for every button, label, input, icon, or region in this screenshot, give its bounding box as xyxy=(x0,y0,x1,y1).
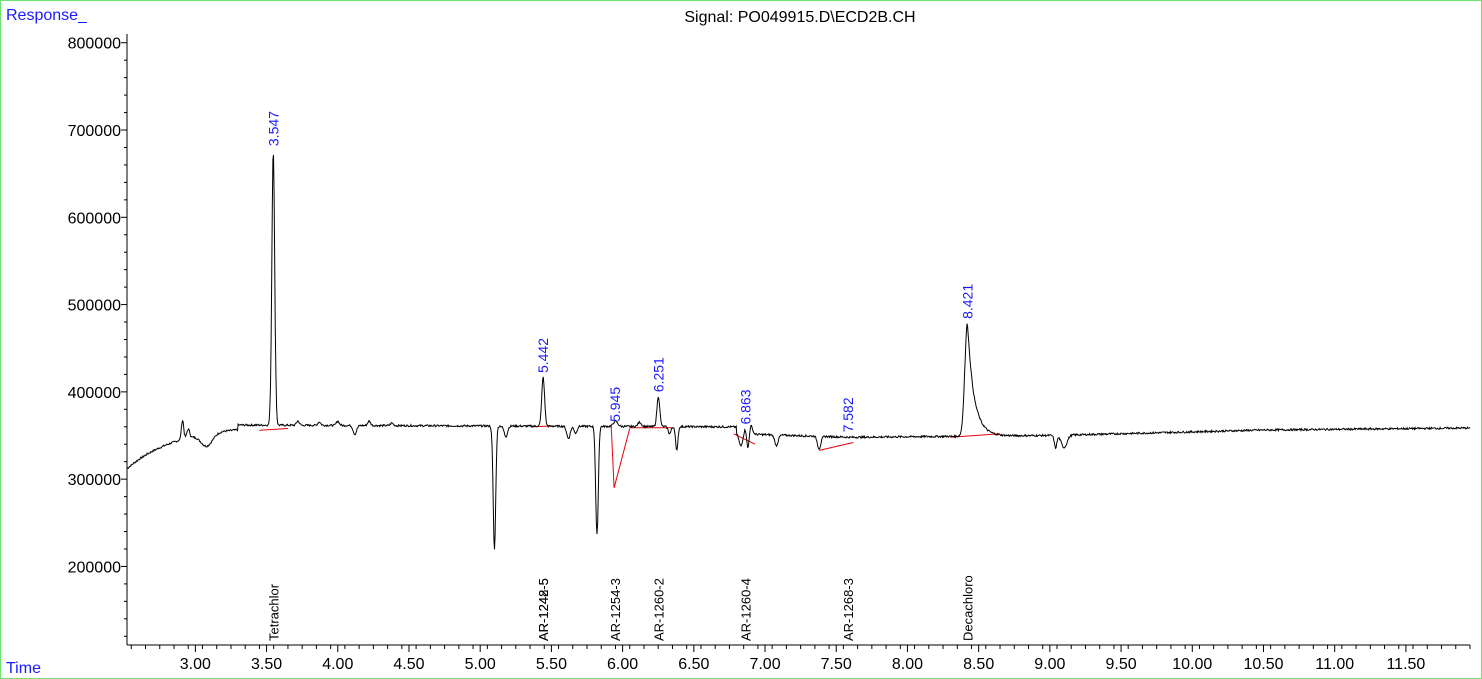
x-tick-label: 8.50 xyxy=(963,656,994,673)
x-tick-label: 10.00 xyxy=(1172,656,1212,673)
y-tick-label: 400000 xyxy=(68,385,121,402)
y-axis-label: Response_ xyxy=(6,7,88,24)
y-ticks: 200000 300000 400000 500000 600000 700000 8000… xyxy=(68,36,127,637)
x-tick-label: 7.00 xyxy=(749,656,780,673)
x-tick-label: 3.00 xyxy=(180,656,211,673)
x-tick-label: 11.00 xyxy=(1315,656,1354,673)
integration-baselines xyxy=(259,425,1001,489)
baseline-segment xyxy=(733,433,756,445)
peak-label: 3.547 xyxy=(265,111,281,146)
x-tick-label: 8.00 xyxy=(892,656,923,673)
x-tick-label: 10.50 xyxy=(1243,656,1283,673)
compound-label: AR-1254-3 xyxy=(608,578,623,641)
compound-label: AR-1260-2 xyxy=(651,578,666,641)
x-tick-label: 11.50 xyxy=(1386,656,1425,673)
peak-label: 5.442 xyxy=(535,338,551,373)
signal-trace xyxy=(126,154,1471,550)
peak-labels: 3.547 5.442 5.945 6.251 6.863 7.582 8.421 xyxy=(265,111,975,433)
peak-label: 6.863 xyxy=(738,389,754,424)
y-tick-label: 300000 xyxy=(68,472,121,489)
compound-label: AR-1242-5 xyxy=(536,578,551,641)
compound-label: Tetrachlor xyxy=(266,583,281,641)
y-tick-label: 200000 xyxy=(68,559,121,576)
x-tick-label: 4.00 xyxy=(322,656,353,673)
x-tick-label: 5.00 xyxy=(465,656,496,673)
peak-label: 6.251 xyxy=(650,357,666,392)
y-tick-label: 600000 xyxy=(68,210,121,227)
compound-label: AR-1260-4 xyxy=(739,578,754,641)
peak-label: 7.582 xyxy=(840,397,856,432)
x-axis-label: Time xyxy=(6,660,41,677)
chart-title: Signal: PO049915.D\ECD2B.CH xyxy=(684,9,915,26)
compound-label: AR-1268-3 xyxy=(841,578,856,641)
peak-label: 5.945 xyxy=(607,387,623,422)
x-tick-label: 3.50 xyxy=(251,656,282,673)
x-ticks: 3.00 3.50 4.00 4.50 5.00 5.50 6.00 6.50 7.00 7.50… xyxy=(130,645,1471,673)
x-tick-label: 9.00 xyxy=(1034,656,1065,673)
compound-label: Decachloro xyxy=(960,575,975,641)
y-tick-label: 700000 xyxy=(68,123,121,140)
x-tick-label: 7.50 xyxy=(821,656,852,673)
x-tick-label: 5.50 xyxy=(536,656,567,673)
y-tick-label: 800000 xyxy=(68,36,121,53)
baseline-segment xyxy=(610,425,631,489)
compound-labels: Tetrachlor AR-1248-5AR-1242-5 AR-1254-3 AR-… xyxy=(266,575,975,641)
x-tick-label: 6.00 xyxy=(607,656,638,673)
y-tick-label: 500000 xyxy=(68,298,121,315)
baseline-segment xyxy=(819,442,854,451)
baseline-segment xyxy=(950,433,1001,438)
x-tick-label: 9.50 xyxy=(1106,656,1137,673)
baseline-segment xyxy=(259,428,288,431)
x-tick-label: 6.50 xyxy=(678,656,709,673)
x-tick-label: 4.50 xyxy=(393,656,424,673)
peak-label: 8.421 xyxy=(959,284,975,319)
compound-label: AR-1248-5 xyxy=(536,578,551,641)
